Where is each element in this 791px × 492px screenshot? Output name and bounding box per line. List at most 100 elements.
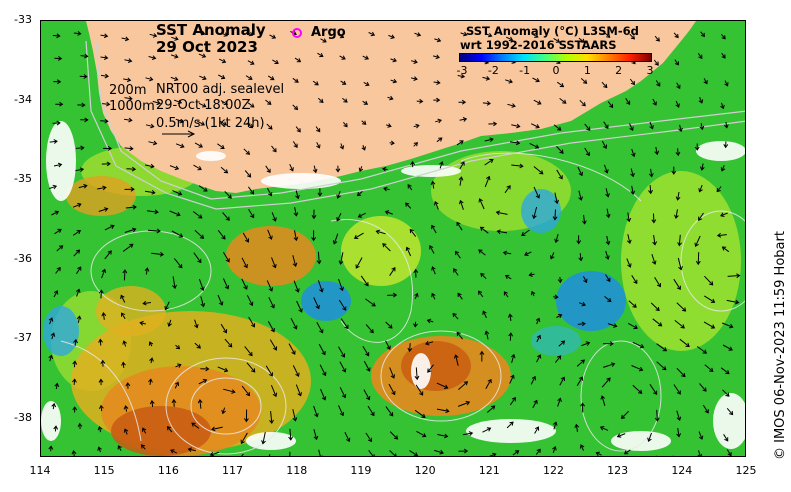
current-vector-head (345, 437, 351, 443)
current-vector (485, 379, 492, 389)
current-vector-head (736, 273, 741, 279)
current-vector (651, 254, 656, 265)
current-vector-head (365, 352, 370, 357)
current-vector (270, 385, 277, 397)
current-vector-head (626, 100, 631, 105)
current-vector (389, 267, 396, 276)
current-vector (271, 257, 276, 268)
current-vector (576, 376, 583, 386)
current-vector-head (357, 213, 363, 218)
current-vector-head (54, 382, 60, 387)
current-vector-head (557, 278, 563, 284)
current-vector-head (445, 408, 450, 414)
current-vector-head (578, 376, 583, 381)
current-vector-head (710, 324, 716, 329)
current-vector (532, 400, 538, 409)
map-frame[interactable] (40, 20, 746, 457)
current-vector-head (662, 366, 667, 371)
current-vector (244, 346, 253, 356)
current-vector-head (435, 54, 440, 60)
current-vector-head (250, 60, 255, 65)
current-vector (535, 449, 541, 455)
current-vector (699, 383, 707, 392)
current-vector (434, 201, 439, 210)
current-vector (338, 346, 345, 358)
current-vector-head (436, 37, 442, 43)
current-vector (171, 36, 179, 40)
current-vector-head (605, 255, 610, 260)
current-vector (104, 225, 115, 231)
current-vector (142, 427, 147, 434)
current-vector-head (203, 187, 208, 192)
current-vector (102, 312, 105, 320)
current-vector (676, 410, 681, 421)
current-vector (432, 181, 435, 189)
x-tick-label: 119 (350, 464, 372, 477)
current-vector (673, 32, 679, 38)
current-vector (49, 317, 53, 325)
current-vector-head (439, 161, 444, 166)
current-vector (577, 166, 583, 176)
current-vector-head (405, 246, 411, 251)
current-vector-head (220, 144, 225, 150)
current-vector-head (654, 150, 660, 156)
current-vector (726, 449, 732, 456)
current-vector (123, 78, 131, 81)
current-vector-head (676, 285, 681, 291)
current-vector (629, 33, 635, 40)
current-vector-head (511, 103, 516, 108)
current-vector (270, 411, 273, 424)
current-vector-head (461, 99, 467, 105)
current-vector-head (557, 313, 563, 319)
current-vector-head (638, 366, 644, 372)
current-vector-head (710, 298, 716, 303)
current-vector (294, 230, 297, 241)
current-vector (415, 384, 424, 396)
current-vector (143, 302, 151, 305)
current-vector (317, 52, 324, 57)
current-vector (53, 163, 62, 167)
current-vector-head (77, 422, 83, 428)
current-vector (385, 321, 393, 329)
current-vector (121, 37, 129, 40)
current-vector (704, 364, 714, 372)
current-vector (124, 147, 133, 150)
current-vector-head (77, 266, 82, 271)
y-tick-label: -38 (14, 410, 32, 424)
current-vector (617, 433, 626, 438)
y-tick-label: -35 (14, 172, 32, 185)
current-vector (78, 185, 87, 189)
current-vector-head (709, 367, 714, 372)
current-vector-head (56, 266, 61, 272)
current-vector (51, 333, 55, 340)
current-vector-head (486, 175, 491, 181)
current-vector-head (77, 202, 82, 208)
current-vector-head (296, 128, 301, 133)
current-vector (172, 276, 176, 289)
current-vector-head (557, 397, 562, 403)
current-vector (677, 428, 680, 437)
current-vector-head (76, 229, 82, 234)
current-vector (511, 124, 520, 128)
current-vector (722, 344, 733, 351)
current-vector-head (656, 82, 661, 87)
current-vector-head (431, 292, 436, 298)
current-vector (455, 251, 461, 259)
current-vector-head (422, 433, 427, 438)
current-vector (503, 252, 512, 255)
current-vector-head (142, 427, 147, 432)
current-vector (485, 331, 489, 340)
current-vector (367, 405, 375, 416)
current-vector (175, 364, 181, 368)
current-vector-head (81, 102, 86, 108)
current-vector (550, 252, 555, 259)
current-vector-head (197, 258, 202, 264)
current-vector (675, 209, 678, 219)
current-vector (656, 343, 667, 352)
current-vector-head (632, 303, 637, 308)
current-vectors (48, 30, 741, 456)
current-vector-head (205, 366, 210, 372)
current-vector (604, 296, 612, 302)
current-vector (241, 278, 248, 290)
current-vector-head (725, 392, 730, 397)
